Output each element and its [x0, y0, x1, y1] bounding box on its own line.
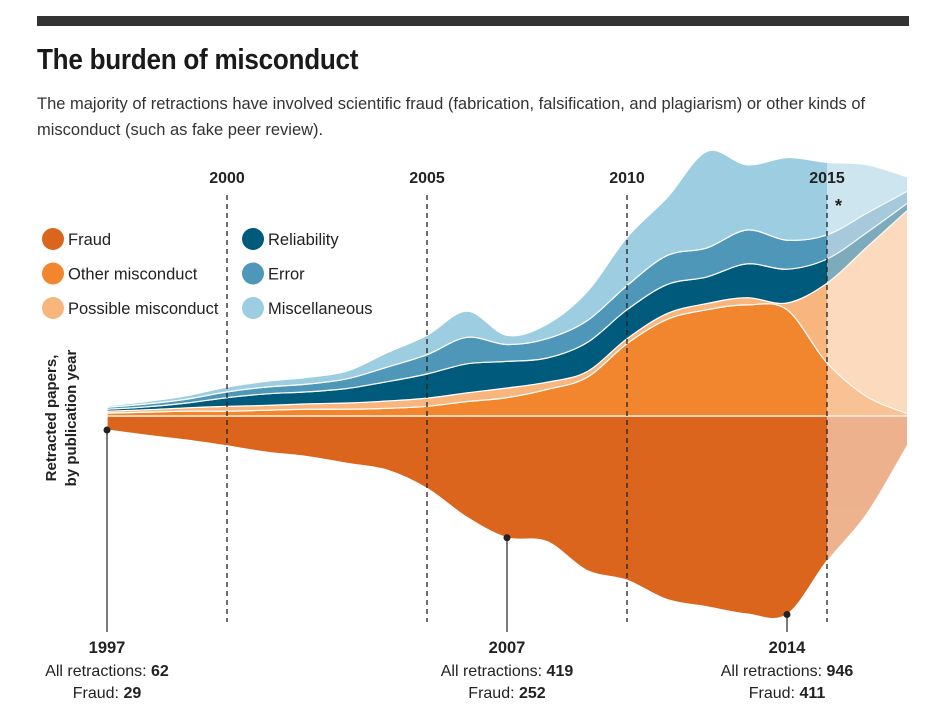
- legend-swatch-possible-misconduct: [42, 297, 64, 319]
- annotation-dot-1997: [103, 426, 111, 434]
- annotation-total-1997: All retractions: 62: [45, 663, 169, 680]
- annotation-dot-2007: [503, 534, 511, 542]
- annotation-fraud-1997: Fraud: 29: [73, 685, 142, 702]
- year-label-2015: 2015: [809, 170, 845, 187]
- annotation-fraud-label: Fraud:: [73, 685, 124, 702]
- legend-label-possible-misconduct: Possible misconduct: [68, 300, 219, 318]
- legend-swatch-miscellaneous: [242, 297, 264, 319]
- annotation-fraud-2007: Fraud: 252: [468, 685, 545, 702]
- band-other-misconduct-provisional: [827, 362, 907, 416]
- year-label-2010: 2010: [609, 170, 645, 187]
- annotation-total-2007: All retractions: 419: [441, 663, 574, 680]
- annotation-fraud-value: 411: [799, 685, 825, 702]
- stream-bands: [106, 149, 827, 620]
- annotation-total-2014: All retractions: 946: [721, 663, 854, 680]
- band-possible-misconduct-provisional: [827, 210, 907, 414]
- legend-swatch-reliability: [242, 228, 264, 250]
- annotation-total-label: All retractions:: [45, 663, 151, 680]
- y-axis-label-line: Retracted papers,: [43, 355, 60, 482]
- annotation-fraud-label: Fraud:: [749, 685, 800, 702]
- annotation-year-2014: 2014: [769, 639, 807, 657]
- year-label-2005: 2005: [409, 170, 445, 187]
- top-rule: [37, 16, 909, 26]
- legend-label-other-misconduct: Other misconduct: [68, 266, 198, 284]
- band-miscellaneous: [106, 149, 827, 408]
- annotation-fraud-value: 29: [123, 685, 141, 702]
- band-miscellaneous-provisional: [827, 162, 907, 235]
- annotation-fraud-2014: Fraud: 411: [749, 685, 826, 702]
- provisional-asterisk: *: [835, 196, 842, 216]
- legend-label-error: Error: [268, 266, 305, 284]
- year-label-2000: 2000: [209, 170, 245, 187]
- legend-label-fraud: Fraud: [68, 231, 111, 249]
- y-axis-label: Retracted papers, by publication year: [43, 349, 80, 486]
- annotation-dot-2014: [783, 611, 791, 619]
- annotation-fraud-label: Fraud:: [468, 685, 519, 702]
- annotation-year-2007: 2007: [489, 639, 526, 657]
- annotation-total-label: All retractions:: [721, 663, 827, 680]
- legend-label-miscellaneous: Miscellaneous: [268, 300, 373, 318]
- legend-swatch-other-misconduct: [42, 262, 64, 285]
- band-error-provisional: [827, 191, 907, 259]
- chart-subtitle: The majority of retractions have involve…: [37, 95, 866, 139]
- stream-bands-provisional: [827, 162, 907, 561]
- y-axis-label-line: by publication year: [63, 349, 80, 486]
- annotation-total-label: All retractions:: [441, 663, 547, 680]
- annotation-total-value: 419: [547, 663, 574, 680]
- legend-label-reliability: Reliability: [268, 231, 339, 249]
- annotation-year-1997: 1997: [89, 639, 126, 657]
- annotation-total-value: 62: [151, 663, 169, 680]
- annotation-fraud-value: 252: [519, 685, 546, 702]
- annotation-total-value: 946: [827, 663, 854, 680]
- legend-swatch-fraud: [42, 228, 64, 250]
- band-reliability-provisional: [827, 203, 907, 284]
- legend-swatch-error: [242, 262, 264, 285]
- chart-title: The burden of misconduct: [37, 44, 359, 76]
- band-fraud-provisional: [827, 415, 907, 561]
